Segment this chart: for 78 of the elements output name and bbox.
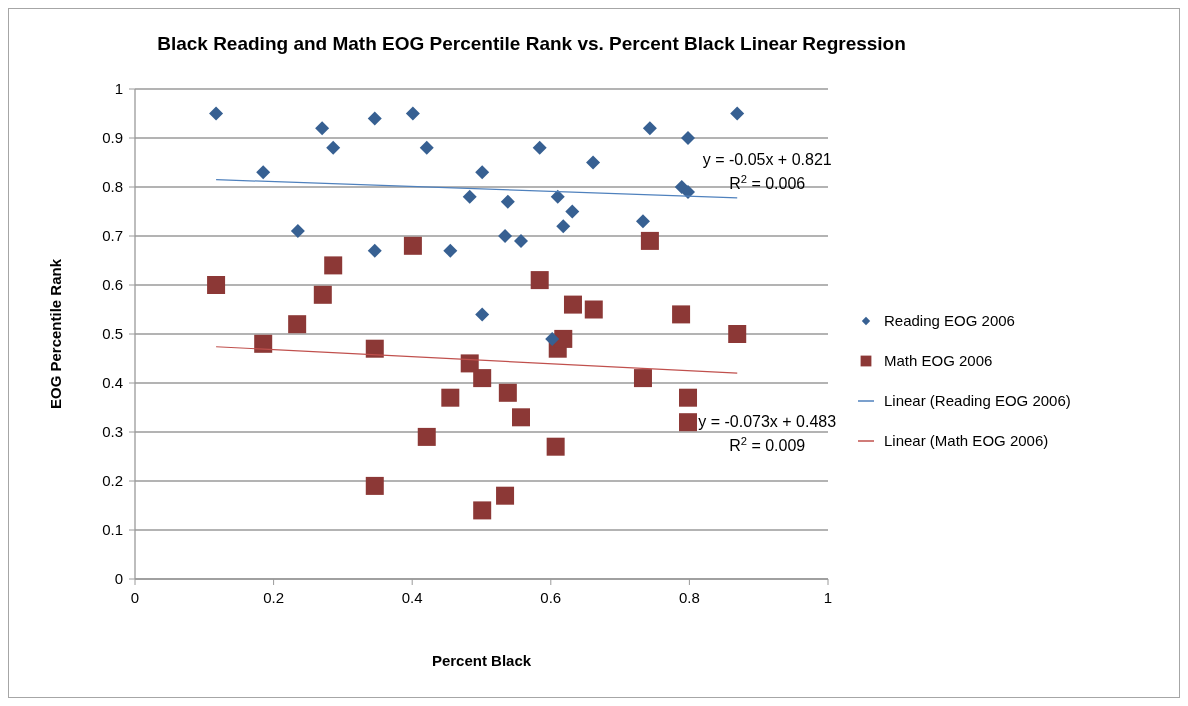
point [545, 331, 560, 346]
x-axis-title: Percent Black [431, 652, 532, 669]
point [679, 388, 698, 407]
x-tick-label: 0.6 [540, 589, 562, 606]
point [209, 106, 224, 121]
point [475, 307, 490, 322]
point [514, 233, 528, 248]
chart-title: Black Reading and Math EOG Percentile Rank vs. Percent Black Linear Regression [157, 33, 906, 54]
point [441, 388, 460, 407]
y-tick-label: 1 [114, 80, 123, 98]
point [728, 325, 747, 343]
point [367, 111, 382, 126]
point [367, 243, 382, 258]
point [730, 106, 745, 121]
point [586, 155, 601, 170]
point [584, 300, 603, 319]
point [530, 271, 549, 290]
point [642, 121, 657, 136]
x-tick-label: 0.2 [263, 589, 285, 606]
point [546, 437, 565, 456]
point [635, 214, 650, 229]
point [672, 305, 691, 324]
point [556, 219, 571, 234]
annotation: y = -0.05x + 0.821 R$^{2}$ = 0.006 [702, 151, 832, 193]
x-tick-label: 1 [823, 589, 833, 606]
x-tick-label: 0 [130, 589, 140, 606]
point [254, 334, 273, 353]
point [550, 189, 565, 204]
y-tick-label: 0.5 [102, 325, 123, 343]
point [640, 231, 659, 250]
annotation: y = -0.073x + 0.483 R$^{2}$ = 0.009 [698, 412, 837, 454]
point [563, 295, 582, 314]
point [417, 427, 436, 446]
point [679, 413, 698, 432]
legend-label: Linear (Math EOG 2006) [884, 432, 1049, 450]
point [326, 140, 341, 155]
point [475, 165, 490, 180]
point [313, 285, 332, 304]
point [403, 236, 422, 255]
point [443, 243, 458, 258]
point [419, 140, 434, 155]
point [498, 229, 513, 243]
point [500, 194, 515, 209]
x-tick-label: 0.8 [678, 589, 700, 606]
point [256, 165, 271, 180]
point [462, 189, 477, 204]
y-tick-label: 0.8 [102, 178, 123, 196]
point [496, 486, 515, 505]
y-tick-label: 0.4 [102, 374, 123, 392]
point [315, 121, 330, 136]
point [324, 256, 343, 275]
point [473, 501, 492, 520]
point [473, 369, 492, 388]
point [290, 224, 305, 239]
y-tick-label: 0.7 [102, 227, 123, 245]
y-axis-title: EOG Percentile Rank [47, 258, 64, 410]
point [365, 339, 384, 358]
point [681, 131, 696, 145]
point [554, 329, 573, 348]
point [365, 476, 384, 495]
y-tick-label: 0.2 [102, 472, 123, 490]
y-tick-label: 0.9 [102, 129, 123, 147]
point [498, 383, 517, 402]
y-tick-label: 0.1 [102, 521, 123, 539]
legend-label: Linear (Reading EOG 2006) [884, 392, 1071, 410]
point [633, 369, 652, 388]
point [207, 276, 226, 294]
y-tick-label: 0.3 [102, 423, 123, 441]
y-tick-label: 0 [114, 570, 123, 588]
point [512, 408, 530, 427]
legend-label: Reading EOG 2006 [884, 312, 1015, 330]
x-tick-label: 0.4 [401, 589, 423, 606]
point [288, 315, 307, 334]
y-tick-label: 0.6 [102, 276, 123, 294]
point [565, 204, 580, 219]
legend-label: Math EOG 2006 [884, 352, 993, 370]
point [405, 106, 420, 121]
point [532, 140, 547, 155]
